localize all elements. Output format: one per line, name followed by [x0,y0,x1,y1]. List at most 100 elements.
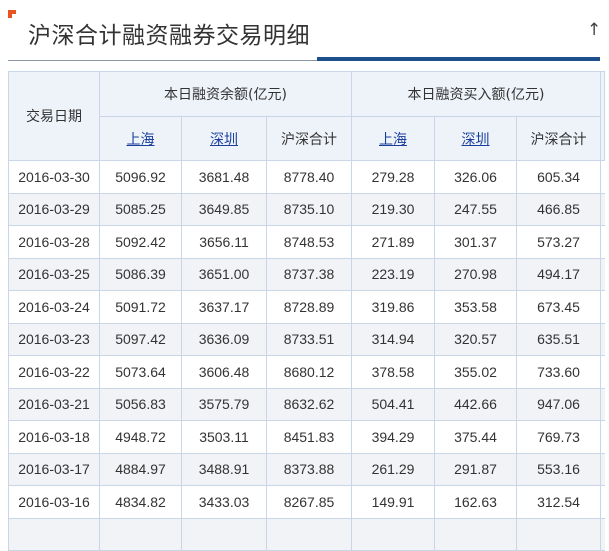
table-row: 2016-03-28 5092.42 3656.11 8748.53 271.89 301… [8,225,605,259]
cell-total-balance: 8748.53 [266,225,352,259]
collapse-arrow-icon[interactable]: ↑ [587,20,602,40]
cell-total-buy: 312.54 [515,485,602,519]
cell-sz-balance: 3488.91 [181,452,267,486]
table-row: 2016-03-30 5096.92 3681.48 8778.40 279.28 326… [8,160,605,194]
cell-total-buy: 494.17 [515,257,602,291]
cell-more [600,322,605,356]
cell-more [600,355,605,389]
divider-accent [317,57,600,61]
cell-sz-buy: 375.44 [434,420,517,454]
table-row: 2016-03-29 5085.25 3649.85 8735.10 219.30 247… [8,192,605,226]
cell-empty [600,517,605,551]
cell-sz-buy: 353.58 [434,290,517,324]
cell-sz-balance: 3656.11 [181,225,267,259]
cell-sz-balance: 3637.17 [181,290,267,324]
table-row: 2016-03-23 5097.42 3636.09 8733.51 314.94 320… [8,322,605,356]
cell-total-buy: 573.27 [515,225,602,259]
cell-total-buy: 466.85 [515,192,602,226]
cell-date: 2016-03-24 [8,290,100,324]
cell-more [600,225,605,259]
cell-date: 2016-03-29 [8,192,100,226]
table-row: 2016-03-16 4834.82 3433.03 8267.85 149.91 162… [8,485,605,519]
cell-empty [266,517,352,551]
cell-sh-balance: 5092.42 [99,225,182,259]
cell-sh-buy: 261.29 [351,452,435,486]
cell-empty [99,517,182,551]
cell-sh-buy: 149.91 [351,485,435,519]
cell-sz-balance: 3503.11 [181,420,267,454]
cell-date: 2016-03-21 [8,387,100,421]
cell-date: 2016-03-16 [8,485,100,519]
cell-total-balance: 8728.89 [266,290,352,324]
table-row: 2016-03-17 4884.97 3488.91 8373.88 261.29 291… [8,452,605,486]
cell-total-buy: 673.45 [515,290,602,324]
cell-total-buy: 605.34 [515,160,602,194]
cell-sz-balance: 3681.48 [181,160,267,194]
cell-sz-buy: 301.37 [434,225,517,259]
table-row: 2016-03-22 5073.64 3606.48 8680.12 378.58 355… [8,355,605,389]
cell-sz-buy: 291.87 [434,452,517,486]
header-shanghai-link[interactable]: 上海 [126,131,155,148]
cell-sz-balance: 3433.03 [181,485,267,519]
cell-sh-balance: 5073.64 [99,355,182,389]
cell-sz-buy: 355.02 [434,355,517,389]
page-title: 沪深合计融资融券交易明细 [28,23,310,49]
table-row [8,517,605,551]
cell-more [600,257,605,291]
table-row: 2016-03-21 5056.83 3575.79 8632.62 504.41 442… [8,387,605,421]
cell-sh-balance: 4948.72 [99,420,182,454]
cell-total-buy: 635.51 [515,322,602,356]
cell-empty [181,517,267,551]
header-date: 交易日期 [8,71,100,161]
cell-sz-buy: 442.66 [434,387,517,421]
table-row: 2016-03-24 5091.72 3637.17 8728.89 319.86 353… [8,290,605,324]
cell-more [600,387,605,421]
cell-total-balance: 8735.10 [266,192,352,226]
cell-total-balance: 8737.38 [266,257,352,291]
header-shenzhen-link[interactable]: 深圳 [210,131,238,148]
cell-date: 2016-03-25 [8,257,100,291]
cell-total-buy: 769.73 [515,420,602,454]
cell-sh-balance: 4834.82 [99,485,182,519]
header-financing-balance: 本日融资余额(亿元) [99,71,352,117]
cell-more [600,290,605,324]
cell-sh-balance: 4884.97 [99,452,182,486]
cell-sz-buy: 162.63 [434,485,517,519]
cell-sh-buy: 219.30 [351,192,435,226]
cell-sh-buy: 271.89 [351,225,435,259]
cell-date: 2016-03-30 [8,160,100,194]
cell-empty [8,517,100,551]
cell-more [600,160,605,194]
header-shenzhen-link[interactable]: 深圳 [461,131,490,148]
cell-date: 2016-03-23 [8,322,100,356]
cell-total-buy: 553.16 [515,452,602,486]
cell-empty [515,517,602,551]
cell-total-balance: 8373.88 [266,452,352,486]
cell-sz-balance: 3649.85 [181,192,267,226]
cell-empty [351,517,435,551]
cell-sh-buy: 223.19 [351,257,435,291]
cell-total-balance: 8733.51 [266,322,352,356]
cell-sz-buy: 326.06 [434,160,517,194]
cell-sz-buy: 270.98 [434,257,517,291]
cell-total-buy: 733.60 [515,355,602,389]
cell-total-balance: 8632.62 [266,387,352,421]
table-row: 2016-03-18 4948.72 3503.11 8451.83 394.29 375… [8,420,605,454]
cell-more [600,420,605,454]
cell-sh-balance: 5091.72 [99,290,182,324]
cell-sh-buy: 378.58 [351,355,435,389]
header-shanghai-link[interactable]: 上海 [379,131,407,148]
margin-trading-table: 交易日期 本日融资余额(亿元) 本日融资买入额(亿元) 上海 深圳 沪深合计 上… [8,71,606,551]
cell-sz-balance: 3651.00 [181,257,267,291]
cell-sz-buy: 320.57 [434,322,517,356]
cell-sh-buy: 319.86 [351,290,435,324]
cell-sh-buy: 504.41 [351,387,435,421]
cell-date: 2016-03-18 [8,420,100,454]
cell-total-balance: 8267.85 [266,485,352,519]
table-row: 2016-03-25 5086.39 3651.00 8737.38 223.19 270… [8,257,605,291]
cell-date: 2016-03-28 [8,225,100,259]
cell-sh-balance: 5096.92 [99,160,182,194]
cell-date: 2016-03-17 [8,452,100,486]
cell-sh-balance: 5056.83 [99,387,182,421]
cell-sh-buy: 394.29 [351,420,435,454]
